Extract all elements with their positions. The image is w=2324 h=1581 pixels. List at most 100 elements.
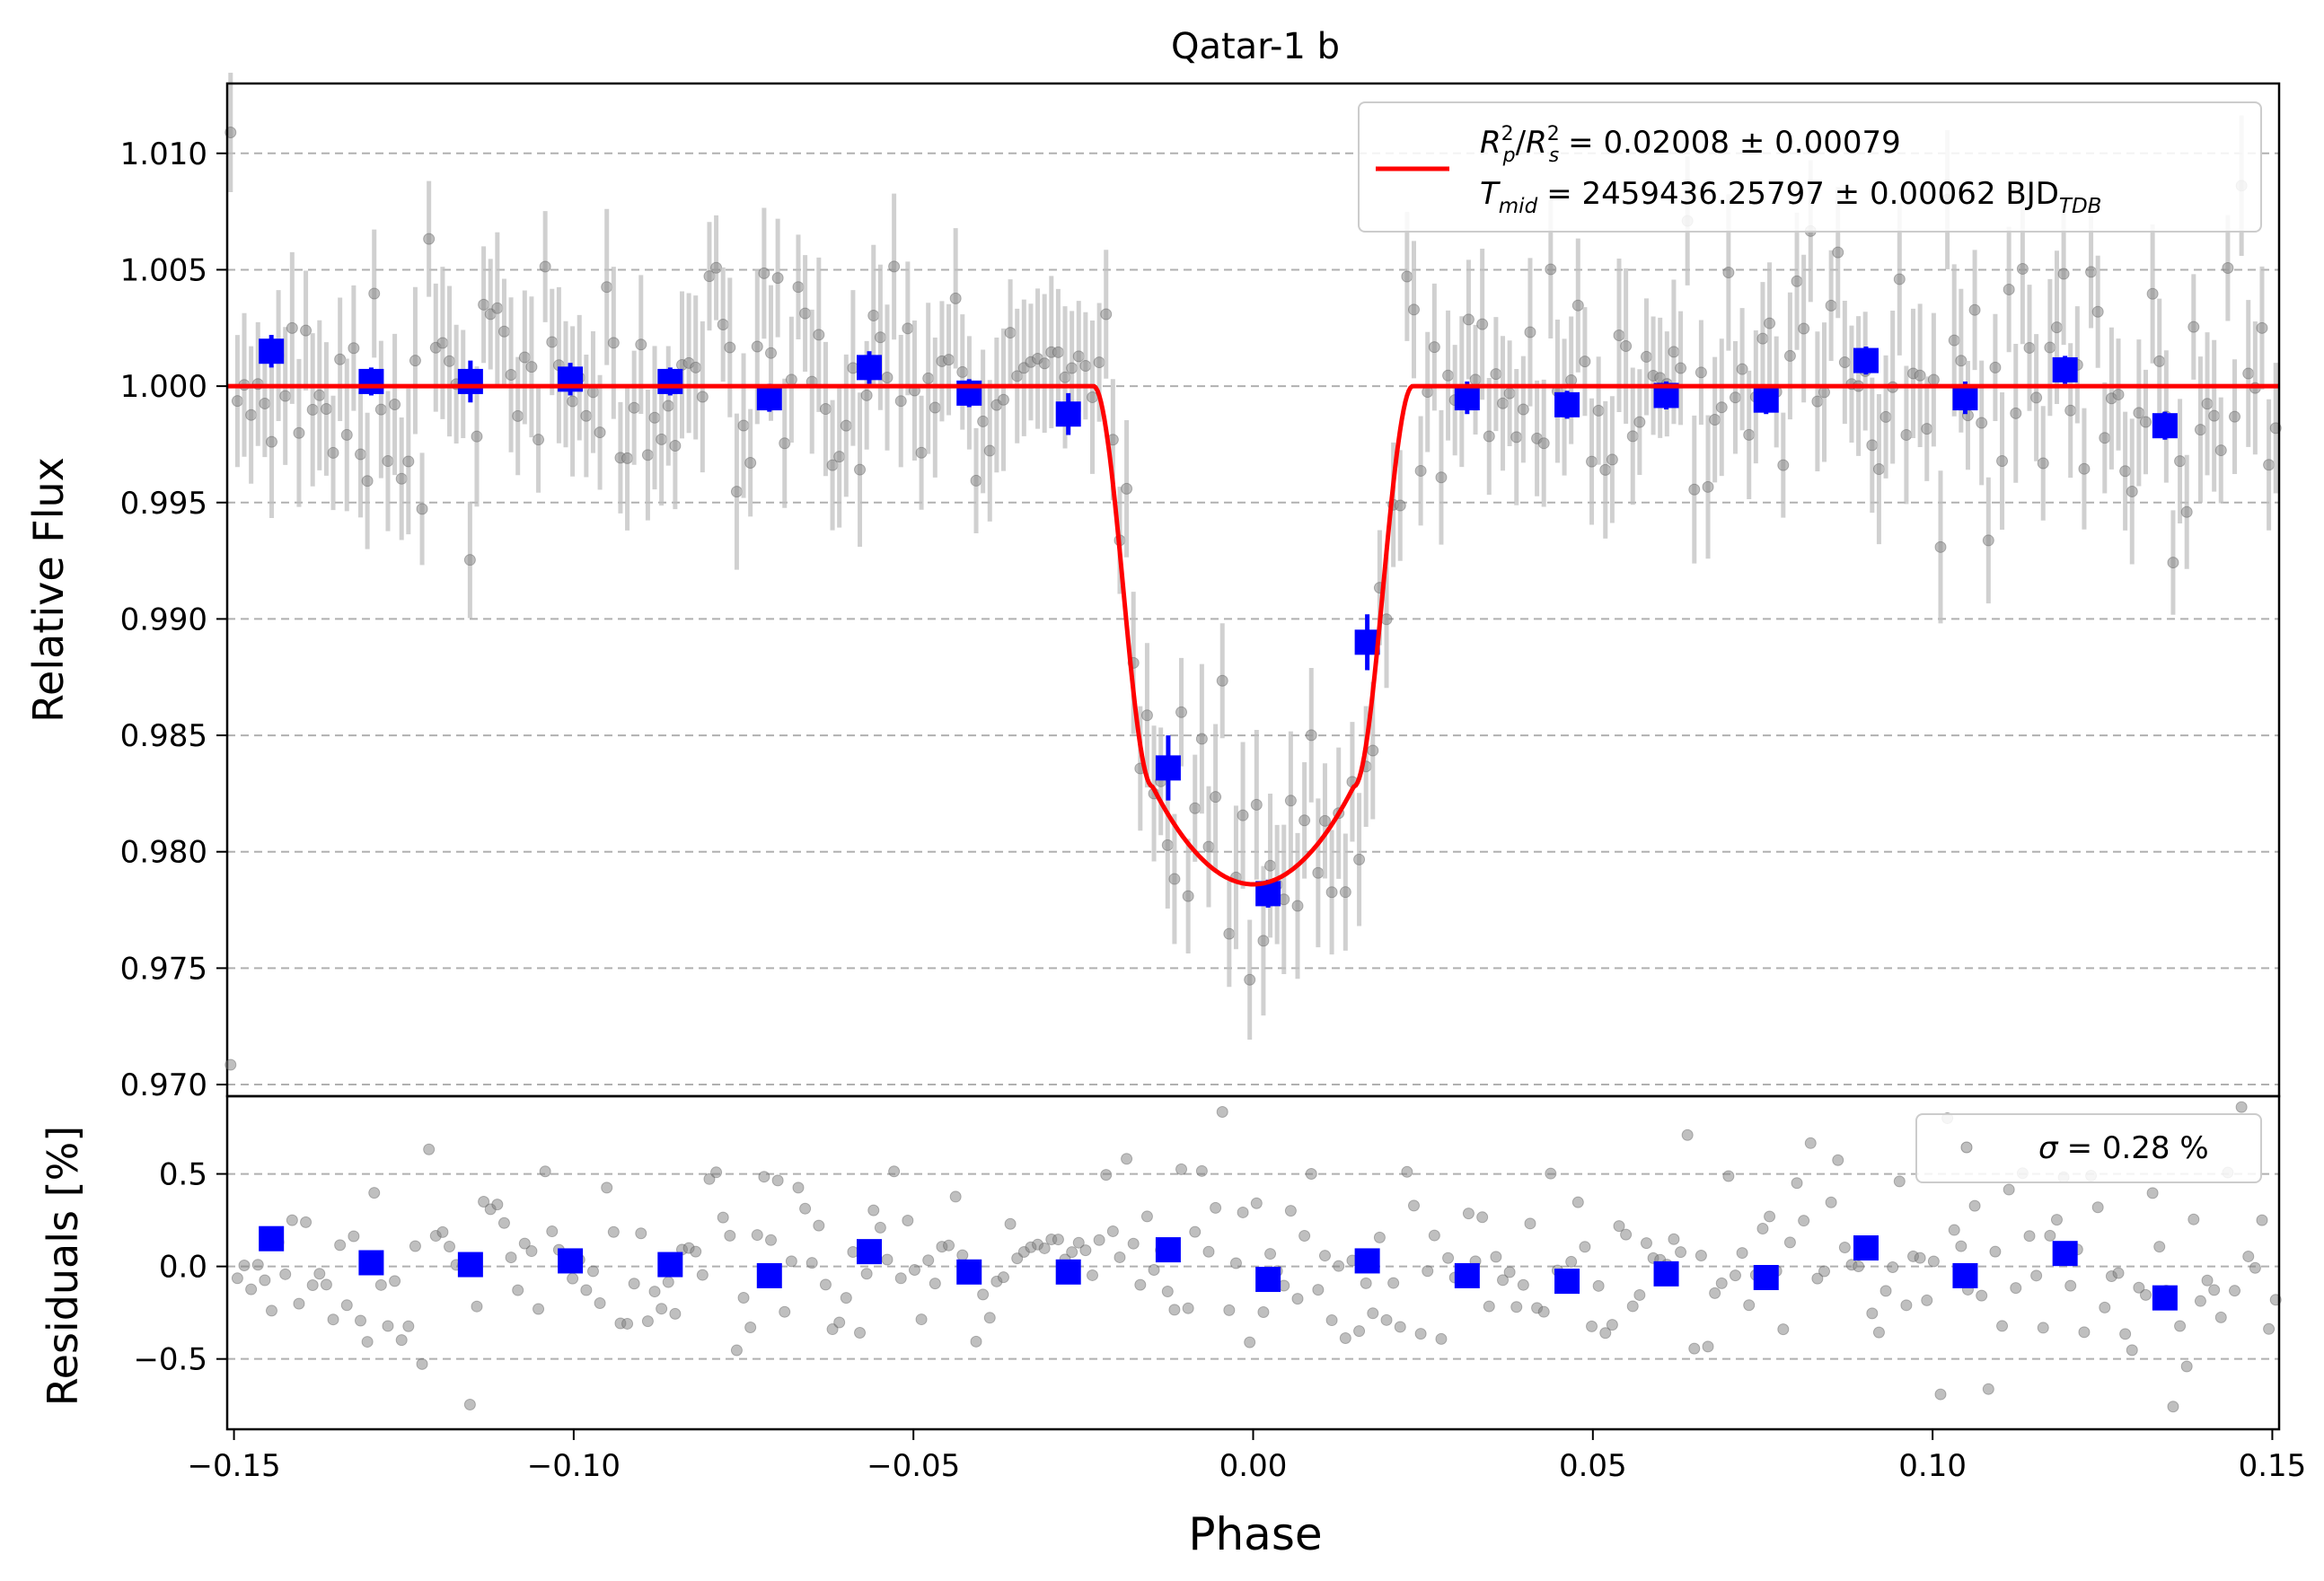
raw-point bbox=[1586, 455, 1598, 468]
residual-point bbox=[586, 1265, 599, 1278]
residual-point bbox=[1756, 1223, 1769, 1235]
residual-point bbox=[402, 1320, 415, 1332]
raw-point bbox=[1264, 859, 1277, 872]
top-legend-box bbox=[1358, 101, 2262, 233]
bottom-ytick-label: 0.0 bbox=[159, 1250, 207, 1286]
residual-point bbox=[2044, 1229, 2056, 1242]
raw-point bbox=[395, 472, 408, 485]
top-raw-points bbox=[224, 73, 2282, 1040]
residual-point bbox=[368, 1187, 381, 1199]
residual-point bbox=[471, 1300, 483, 1313]
raw-point bbox=[1934, 540, 1947, 553]
residual-point bbox=[2064, 1279, 2077, 1292]
binned-residual bbox=[1653, 1260, 1679, 1287]
top-ytick-label: 0.980 bbox=[120, 835, 207, 871]
residual-point bbox=[1134, 1278, 1147, 1291]
raw-point bbox=[1866, 439, 1879, 452]
raw-point bbox=[2050, 321, 2063, 334]
raw-point bbox=[1284, 795, 1297, 807]
raw-point bbox=[533, 434, 545, 446]
xtick-label: −0.15 bbox=[187, 1448, 280, 1484]
raw-point bbox=[1195, 733, 1208, 745]
top-ytick-label: 1.000 bbox=[120, 369, 207, 405]
raw-point bbox=[902, 322, 914, 335]
raw-point bbox=[1736, 363, 1748, 375]
raw-point bbox=[854, 463, 867, 476]
residual-point bbox=[1818, 1265, 1831, 1278]
raw-point bbox=[1579, 356, 1591, 368]
raw-point bbox=[313, 389, 326, 401]
binned-residual bbox=[558, 1248, 584, 1274]
residual-point bbox=[1353, 1325, 1366, 1338]
residual-point bbox=[1175, 1163, 1188, 1175]
residual-point bbox=[2229, 1285, 2241, 1297]
residual-point bbox=[259, 1274, 271, 1287]
binned-point bbox=[457, 368, 483, 394]
raw-point bbox=[628, 401, 640, 414]
residual-point bbox=[1743, 1299, 1756, 1312]
residual-point bbox=[2078, 1326, 2091, 1339]
residual-point bbox=[1202, 1245, 1215, 1258]
residual-point bbox=[1783, 1236, 1796, 1249]
residual-point bbox=[1565, 1255, 1578, 1268]
residual-point bbox=[2208, 1284, 2221, 1296]
transit-model-curve bbox=[227, 383, 2279, 887]
residual-point bbox=[813, 1219, 825, 1232]
x-axis-ticks: −0.15 −0.10 −0.05 0.00 0.05 0.10 0.15 bbox=[187, 1429, 2306, 1484]
residual-point bbox=[1298, 1230, 1311, 1243]
top-grid bbox=[227, 152, 2279, 1086]
raw-point bbox=[1668, 346, 1680, 358]
residual-point bbox=[792, 1181, 805, 1194]
residual-point bbox=[1517, 1278, 1529, 1291]
raw-point bbox=[2126, 485, 2138, 497]
top-ytick-label: 1.005 bbox=[120, 252, 207, 288]
residual-point bbox=[1373, 1231, 1386, 1243]
raw-point bbox=[1072, 350, 1085, 363]
residual-point bbox=[1462, 1208, 1475, 1220]
residual-point bbox=[1715, 1277, 1728, 1289]
raw-point bbox=[867, 309, 880, 321]
residual-point bbox=[1702, 1340, 1714, 1353]
residual-point bbox=[1510, 1301, 1523, 1313]
residual-point bbox=[997, 1271, 1009, 1284]
residual-point bbox=[2188, 1213, 2200, 1225]
raw-point bbox=[1223, 927, 1236, 940]
raw-point bbox=[2030, 391, 2043, 404]
raw-point bbox=[621, 452, 634, 464]
residual-point bbox=[1620, 1228, 1633, 1241]
xtick-label: 0.00 bbox=[1219, 1448, 1288, 1484]
raw-point bbox=[1325, 886, 1338, 899]
residual-point bbox=[1148, 1263, 1160, 1276]
residual-point bbox=[2235, 1101, 2248, 1113]
raw-point bbox=[2194, 424, 2206, 436]
residual-point bbox=[1571, 1196, 1584, 1208]
residual-point bbox=[1284, 1205, 1297, 1217]
raw-point bbox=[758, 267, 770, 279]
residual-point bbox=[1114, 1251, 1126, 1263]
raw-point bbox=[1777, 459, 1790, 471]
residual-point bbox=[874, 1221, 886, 1234]
raw-point bbox=[915, 446, 928, 459]
legend-rs-sup: 2 bbox=[1547, 123, 1560, 145]
raw-point bbox=[286, 321, 298, 334]
raw-point bbox=[1093, 356, 1105, 369]
residual-point bbox=[2023, 1230, 2036, 1243]
residual-point bbox=[648, 1286, 661, 1298]
residual-point bbox=[854, 1327, 867, 1339]
residual-point bbox=[1182, 1302, 1194, 1314]
raw-point bbox=[1695, 366, 1707, 379]
raw-point bbox=[355, 448, 367, 461]
residual-point bbox=[2174, 1320, 2187, 1332]
raw-point bbox=[1571, 299, 1584, 312]
residual-point bbox=[744, 1322, 757, 1334]
residual-point bbox=[505, 1252, 517, 1264]
raw-point bbox=[956, 365, 969, 378]
raw-point bbox=[1312, 866, 1325, 879]
residual-point bbox=[1722, 1170, 1735, 1182]
raw-point bbox=[601, 281, 613, 294]
raw-point bbox=[1066, 362, 1078, 374]
residual-point bbox=[1312, 1284, 1325, 1296]
residual-point bbox=[601, 1181, 613, 1194]
residual-point bbox=[1927, 1255, 1940, 1268]
residual-point bbox=[1325, 1314, 1338, 1327]
